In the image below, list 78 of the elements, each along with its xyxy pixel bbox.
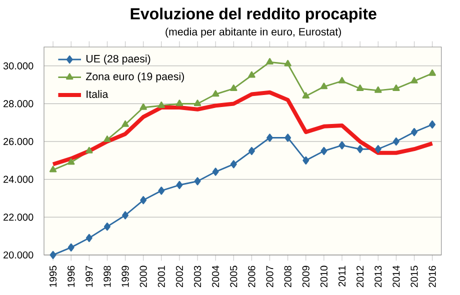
x-tick-label: 2004 [212, 266, 220, 288]
point [284, 60, 292, 66]
point [428, 69, 436, 76]
point [338, 141, 346, 150]
x-tick-label: 2000 [140, 266, 147, 288]
point [302, 92, 310, 99]
x-tick-label: 2013 [374, 266, 382, 288]
y-tick-label: 24.000 [4, 176, 34, 183]
y-tick-label: 20.000 [4, 251, 34, 259]
line-series [51, 90, 434, 166]
point [122, 211, 129, 220]
point [212, 90, 220, 97]
point [374, 145, 382, 154]
point [104, 222, 110, 231]
point [158, 102, 166, 108]
point [230, 84, 238, 91]
point [248, 146, 255, 156]
x-tick-label: 2010 [320, 266, 328, 288]
x-tick-label: 2001 [158, 266, 165, 288]
x-tick-label: 1999 [122, 266, 129, 287]
legend-label: UE (28 paesi) [86, 54, 150, 65]
point [320, 82, 328, 90]
y-tick-label: 22.000 [4, 214, 34, 221]
point [194, 100, 202, 106]
point [284, 134, 292, 142]
point [194, 177, 201, 186]
x-tick-label: 2008 [284, 266, 292, 288]
point [212, 168, 219, 176]
point [248, 71, 256, 78]
point [320, 146, 328, 156]
point [266, 58, 274, 65]
x-tick-label: 2016 [428, 266, 436, 288]
point [411, 128, 418, 136]
point [356, 84, 364, 91]
x-tick-label: 2006 [248, 266, 256, 288]
x-tick-label: 2009 [302, 266, 310, 288]
x-tick-label: 2014 [392, 266, 400, 288]
point [176, 180, 183, 190]
point [266, 134, 273, 142]
x-tick-label: 2002 [176, 266, 184, 288]
legend-label: Italia [86, 90, 108, 98]
point [338, 76, 346, 84]
point [50, 250, 56, 260]
point [140, 103, 147, 110]
chart-title: Evoluzione del reddito procapite [130, 8, 376, 23]
point [68, 243, 74, 252]
point [104, 136, 111, 142]
y-tick-label: 30.000 [3, 62, 34, 70]
x-tick-label: 1998 [104, 266, 111, 287]
x-tick-label: 2015 [410, 266, 418, 288]
x-tick-label: 1996 [68, 266, 75, 287]
point [49, 166, 57, 172]
point [86, 146, 93, 154]
point [392, 137, 400, 146]
chart-subtitle: (media per abitante in euro, Eurostat) [166, 28, 341, 38]
x-tick-label: 2011 [338, 266, 346, 286]
x-tick-label: 2003 [194, 266, 202, 288]
point [176, 100, 184, 106]
x-tick-label: 1995 [49, 266, 57, 287]
x-tick-label: 2005 [230, 266, 238, 288]
point [230, 160, 237, 168]
point [140, 196, 147, 204]
point [86, 234, 92, 242]
point [67, 158, 75, 165]
point [392, 84, 400, 91]
point [122, 120, 129, 127]
x-tick-label: 2007 [266, 266, 274, 288]
point [374, 86, 382, 93]
legend-label: Zona euro (19 paesi) [86, 72, 184, 82]
point [158, 186, 165, 195]
y-tick-label: 26.000 [4, 138, 34, 146]
point [356, 145, 364, 154]
x-tick-label: 2012 [356, 266, 364, 288]
point [302, 156, 310, 165]
y-tick-label: 28.000 [4, 100, 34, 108]
point [429, 120, 436, 129]
x-tick-label: 1997 [86, 266, 93, 287]
point [410, 76, 418, 84]
